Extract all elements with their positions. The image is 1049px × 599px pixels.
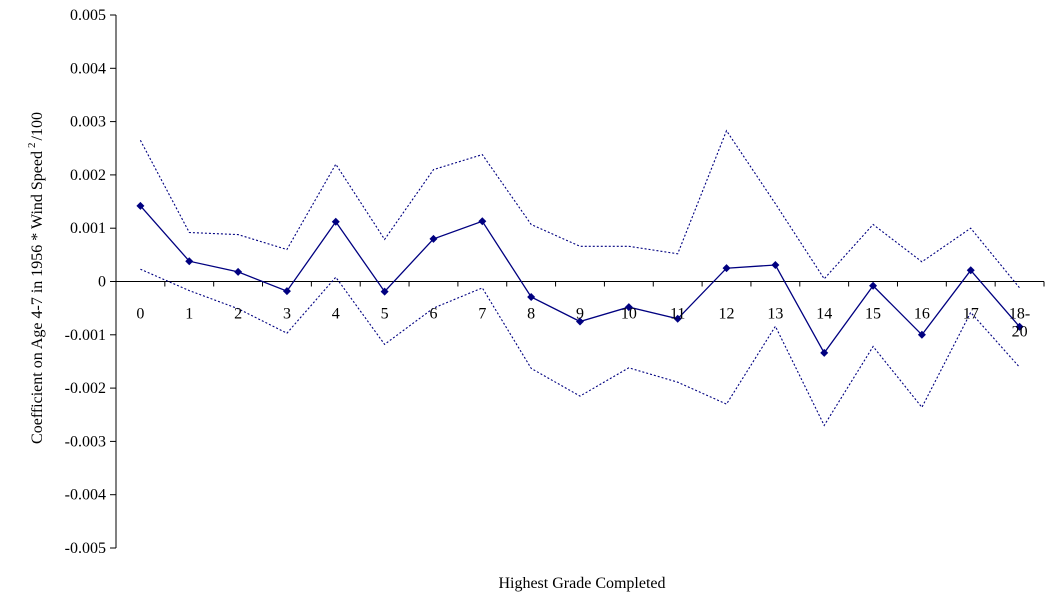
coefficient-point — [1015, 322, 1024, 331]
y-tick-label: -0.005 — [65, 540, 106, 557]
x-axis — [115, 281, 1045, 287]
coefficient-point — [185, 257, 194, 266]
x-tick-label: 11 — [670, 306, 685, 323]
x-tick-label: 10 — [621, 306, 637, 323]
x-tick-label: 16 — [914, 306, 930, 323]
x-tick-label: 12 — [719, 306, 735, 323]
coefficient-point — [771, 260, 780, 269]
x-tick-label: 6 — [429, 306, 437, 323]
coefficient-point — [673, 314, 682, 323]
y-tick-label: 0.001 — [70, 220, 106, 237]
y-axis-label: Coefficient on Age 4-7 in 1956 * Wind Sp… — [26, 112, 46, 444]
x-tick-label: 18-20 — [1009, 306, 1030, 341]
y-tick-label: 0.003 — [70, 114, 106, 131]
y-tick-label: 0.004 — [70, 60, 106, 77]
x-tick-label: 5 — [381, 306, 389, 323]
y-axis-label-superscript: 2 — [26, 143, 38, 149]
x-tick-label: 2 — [234, 306, 242, 323]
coefficient-point — [478, 217, 487, 226]
coefficient-point — [234, 267, 243, 276]
y-tick-label: 0.005 — [70, 7, 106, 24]
y-tick-label: 0 — [98, 274, 106, 291]
y-tick-label: 0.002 — [70, 167, 106, 184]
y-axis: 0.005 0.004 0.003 0.002 0.001 0 -0.001 -0.002 -0… — [65, 7, 117, 557]
series-layer — [136, 129, 1024, 427]
confidence-bound-line — [139, 129, 1021, 289]
x-tick-label: 7 — [478, 306, 486, 323]
x-tick-labels: 0 1 2 3 4 5 6 7 8 9 10 11 12 13 14 15 16 17 18-20 — [136, 306, 1030, 341]
coefficient-point — [869, 281, 878, 290]
coefficient-line — [139, 205, 1021, 355]
coefficient-point — [576, 317, 584, 326]
coefficient-point — [136, 201, 145, 210]
coefficient-point — [917, 330, 926, 339]
x-tick-label: 4 — [332, 306, 340, 323]
y-axis-label-main: Coefficient on Age 4-7 in 1956 * Wind Sp… — [29, 151, 46, 444]
coefficient-point — [282, 287, 291, 296]
x-tick-label: 13 — [767, 306, 783, 323]
y-axis-label-suffix: /100 — [29, 112, 46, 140]
x-tick-label: 3 — [283, 306, 291, 323]
coefficient-point — [624, 303, 633, 312]
coefficient-point — [966, 266, 975, 275]
x-tick-label: 17 — [963, 306, 979, 323]
x-axis-label: Highest Grade Completed — [498, 575, 665, 592]
y-tick-label: -0.001 — [65, 327, 106, 344]
coefficient-point — [380, 287, 389, 296]
x-tick-label: 1 — [185, 306, 193, 323]
y-tick-label: -0.004 — [65, 487, 106, 504]
y-tick-label: -0.003 — [65, 433, 106, 450]
x-tick-label: 0 — [136, 306, 144, 323]
coefficient-point — [820, 348, 829, 357]
x-tick-label: 14 — [816, 306, 832, 323]
confidence-bound-line — [140, 268, 1021, 427]
coefficient-point — [722, 264, 731, 273]
x-tick-label: 15 — [865, 306, 881, 323]
x-tick-label: 8 — [527, 306, 535, 323]
x-tick-label: 9 — [576, 306, 584, 323]
coefficient-point — [429, 234, 438, 243]
coefficient-point — [331, 217, 340, 226]
y-tick-label: -0.002 — [65, 380, 106, 397]
coefficient-point — [527, 292, 536, 301]
